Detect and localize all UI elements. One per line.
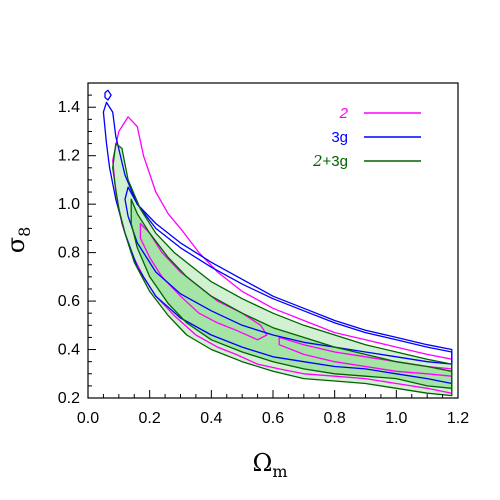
y-tick-label: 1.0 — [58, 196, 80, 213]
contour-fill-3-1 — [112, 143, 452, 396]
contour-line-2-3 — [104, 89, 112, 101]
x-tick-label: 0.2 — [139, 410, 161, 427]
y-tick-label: 0.8 — [58, 245, 80, 262]
y-tick-label: 1.4 — [58, 99, 80, 116]
legend-label-3: 2+3g — [312, 152, 348, 170]
y-tick-label: 0.4 — [58, 342, 80, 359]
x-tick-label: 0.8 — [324, 410, 346, 427]
legend: 2 3g 2+3g — [312, 105, 421, 170]
filled-contours — [112, 143, 452, 396]
contour-lines — [102, 89, 453, 397]
x-tick-label: 1.0 — [385, 410, 407, 427]
y-tick-label: 0.6 — [58, 293, 80, 310]
x-tick-label: 0.0 — [77, 410, 99, 427]
x-tick-label: 0.4 — [200, 410, 222, 427]
y-tick-label: 0.2 — [58, 390, 80, 407]
y-axis-label: σ8 — [2, 227, 34, 254]
x-tick-label: 0.6 — [262, 410, 284, 427]
contour-line-3-2 — [130, 198, 453, 389]
legend-label-2: 3g — [331, 129, 348, 146]
contour-line-2-2 — [124, 186, 453, 365]
y-tick-label: 1.2 — [58, 148, 80, 165]
x-tick-label: 1.2 — [447, 410, 469, 427]
x-axis-label: Ωm — [252, 449, 287, 481]
axis-ticks: 0.0 0.2 0.4 0.6 0.8 1.0 1.2 0.2 0.4 0.6 0.8 1.0 1.2 1… — [58, 82, 469, 427]
contour-line-1-2 — [139, 222, 268, 341]
contour-fill-3-2 — [131, 199, 452, 389]
legend-label-1: 2 — [339, 105, 349, 122]
